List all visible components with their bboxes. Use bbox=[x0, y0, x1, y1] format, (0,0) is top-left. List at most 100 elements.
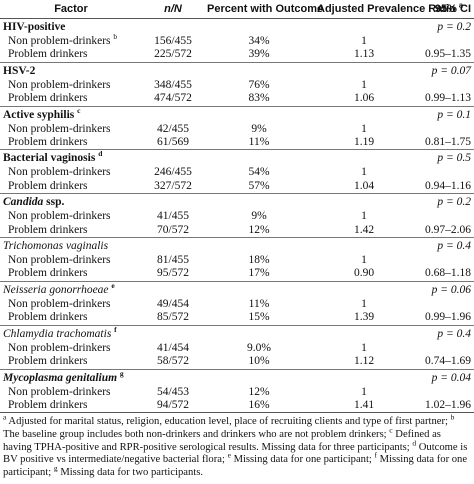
cell: 85/572 bbox=[157, 311, 189, 324]
footnote-mark: f bbox=[114, 324, 117, 334]
cell: 0.90 bbox=[353, 267, 375, 280]
data-row: Problem drinkers 61/569 11% 1.19 0.81–1.75 bbox=[0, 136, 474, 150]
data-row: Problem drinkers 474/572 83% 1.06 0.99–1.13 bbox=[0, 92, 474, 106]
footnote-mark: a bbox=[3, 412, 7, 422]
group-row: Active syphilis c p = 0.1 bbox=[0, 105, 474, 123]
cell: 57% bbox=[248, 179, 270, 192]
cell: 1 bbox=[361, 122, 367, 135]
cell: 1 bbox=[361, 210, 367, 223]
row-label: Non problem-drinkers bbox=[0, 79, 142, 92]
p-value-text: p = 0.5 bbox=[437, 152, 471, 165]
row-label: Problem drinkers bbox=[0, 267, 142, 281]
cell: 9% bbox=[251, 122, 267, 135]
data-row: Problem drinkers 94/572 16% 1.41 1.02–1.96 bbox=[0, 399, 474, 412]
group-name-part: Trichomonas vaginalis bbox=[3, 240, 109, 253]
group-name: Chlamydia trachomatis f bbox=[0, 324, 414, 342]
column-header: Adjusted Prevalence Ratio a bbox=[314, 0, 463, 19]
row-label-text: Non problem-drinkers bbox=[8, 254, 111, 267]
cell: 1.06 bbox=[353, 92, 375, 105]
cell bbox=[414, 166, 474, 179]
p-value: p = 0.4 bbox=[414, 324, 474, 342]
cell: 1.42 bbox=[353, 223, 375, 236]
row-label: Problem drinkers bbox=[0, 399, 142, 412]
row-label: Problem drinkers bbox=[0, 311, 142, 325]
cell: 11% bbox=[248, 297, 270, 310]
footnote-mark: f bbox=[374, 450, 378, 460]
cell: 474/572 bbox=[154, 92, 192, 105]
row-label-text: Problem drinkers bbox=[8, 92, 88, 105]
footnote-text: Missing data for one participant; bbox=[233, 454, 372, 466]
cell bbox=[414, 342, 474, 355]
group-name: Mycoplasma genitalium g bbox=[0, 368, 414, 386]
row-label-text: Problem drinkers bbox=[8, 48, 88, 61]
cell: 12% bbox=[248, 385, 270, 398]
cell: 348/455 bbox=[154, 78, 192, 91]
column-header-text: Percent with Outcome bbox=[207, 3, 324, 15]
p-value: p = 0.07 bbox=[414, 61, 474, 79]
cell: 1 bbox=[361, 385, 367, 398]
data-row: Problem drinkers 225/572 39% 1.13 0.95–1.35 bbox=[0, 48, 474, 62]
cell: 1.41 bbox=[353, 398, 375, 411]
cell: 81/455 bbox=[157, 254, 189, 267]
p-value-text: p = 0.07 bbox=[431, 64, 471, 77]
row-label-text: Non problem-drinkers bbox=[8, 35, 111, 47]
cell: 1.04 bbox=[353, 179, 375, 192]
cell bbox=[414, 35, 474, 48]
footnote-mark: b bbox=[450, 412, 455, 422]
cell: 58/572 bbox=[157, 355, 189, 368]
row-label-text: Problem drinkers bbox=[8, 355, 88, 368]
cell: 15% bbox=[248, 311, 270, 324]
row-label-text: Non problem-drinkers bbox=[8, 341, 111, 354]
p-value: p = 0.2 bbox=[414, 193, 474, 211]
footnote-mark: b bbox=[113, 32, 118, 42]
cell: 41/454 bbox=[157, 341, 189, 354]
row-label: Problem drinkers bbox=[0, 136, 142, 150]
group-name: HIV-positive bbox=[0, 18, 414, 35]
data-row: Non problem-drinkers 41/454 9.0% 1 bbox=[0, 342, 474, 355]
results-table: Factor n/N Percent with Outcome Adjusted Pr… bbox=[0, 0, 474, 412]
cell: 1.02–1.96 bbox=[425, 398, 471, 411]
row-label-text: Problem drinkers bbox=[8, 398, 88, 411]
p-value-text: p = 0.2 bbox=[437, 196, 471, 209]
group-row: Trichomonas vaginalis p = 0.4 bbox=[0, 237, 474, 255]
group-name-part: Mycoplasma genitalium bbox=[3, 371, 118, 384]
header-row: Factor n/N Percent with Outcome Adjusted Pr… bbox=[0, 0, 474, 19]
group-name: Trichomonas vaginalis bbox=[0, 237, 414, 255]
cell: 327/572 bbox=[154, 179, 192, 192]
column-header: Factor bbox=[0, 0, 142, 19]
footnote-mark: d bbox=[98, 149, 103, 159]
cell: 9.0% bbox=[247, 341, 271, 354]
row-label: Non problem-drinkers bbox=[0, 123, 142, 136]
row-label: Non problem-drinkers bbox=[0, 386, 142, 399]
column-header: 95% CI bbox=[414, 0, 474, 19]
p-value: p = 0.04 bbox=[414, 368, 474, 386]
cell: 9% bbox=[251, 210, 267, 223]
data-row: Non problem-drinkers 81/455 18% 1 bbox=[0, 254, 474, 267]
column-header-text: 95% CI bbox=[434, 3, 471, 15]
footnote-mark: c bbox=[389, 425, 393, 435]
data-row: Non problem-drinkers 348/455 76% 1 bbox=[0, 79, 474, 92]
footnote-text: Missing data for two participants. bbox=[60, 466, 204, 478]
cell: 156/455 bbox=[154, 35, 192, 47]
p-value: p = 0.2 bbox=[414, 18, 474, 35]
data-row: Problem drinkers 95/572 17% 0.90 0.68–1.18 bbox=[0, 267, 474, 281]
cell: 42/455 bbox=[157, 122, 189, 135]
cell: 95/572 bbox=[157, 267, 189, 280]
cell: 1 bbox=[361, 35, 367, 47]
group-name-part: Candida bbox=[3, 196, 44, 209]
cell: 54% bbox=[248, 166, 270, 179]
footnote-text: Outcome is BV positive vs intermediate/n… bbox=[3, 441, 468, 466]
cell: 0.94–1.16 bbox=[425, 179, 471, 192]
p-value-text: p = 0.4 bbox=[437, 327, 471, 340]
cell: 16% bbox=[248, 398, 270, 411]
column-header: n/N bbox=[142, 0, 204, 19]
p-value-text: p = 0.4 bbox=[437, 240, 471, 253]
p-value-text: p = 0.04 bbox=[431, 371, 471, 384]
cell: 49/454 bbox=[157, 297, 189, 310]
cell: 1.12 bbox=[353, 355, 375, 368]
group-name-part: ssp. bbox=[46, 196, 65, 209]
row-label: Problem drinkers bbox=[0, 92, 142, 106]
row-label-text: Non problem-drinkers bbox=[8, 297, 111, 310]
row-label-text: Non problem-drinkers bbox=[8, 122, 111, 135]
cell: 10% bbox=[248, 355, 270, 368]
